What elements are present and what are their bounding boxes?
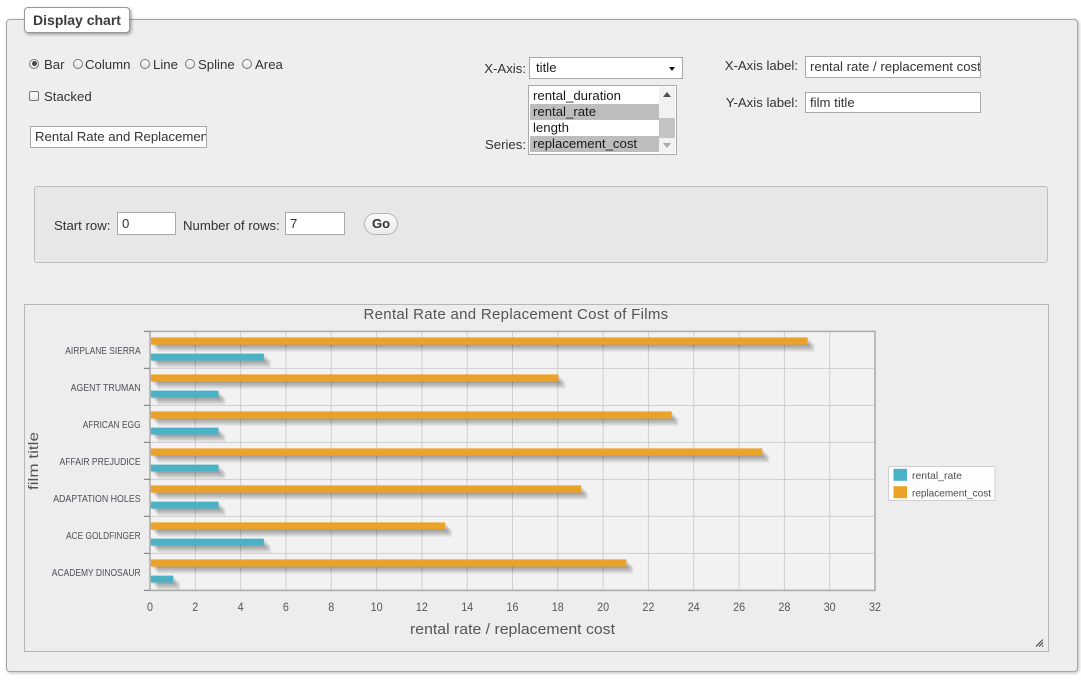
svg-text:AIRPLANE SIERRA: AIRPLANE SIERRA (65, 346, 141, 357)
svg-text:4: 4 (238, 602, 245, 614)
svg-text:6: 6 (283, 602, 289, 614)
svg-text:26: 26 (733, 602, 745, 614)
svg-text:18: 18 (552, 602, 564, 614)
svg-text:AFFAIR PREJUDICE: AFFAIR PREJUDICE (60, 457, 141, 468)
svg-text:ACADEMY DINOSAUR: ACADEMY DINOSAUR (52, 568, 141, 579)
svg-text:rental_rate: rental_rate (912, 471, 962, 482)
svg-text:14: 14 (461, 602, 474, 614)
svg-text:16: 16 (507, 602, 519, 614)
svg-text:28: 28 (778, 602, 790, 614)
svg-text:ACE GOLDFINGER: ACE GOLDFINGER (66, 531, 141, 542)
svg-text:10: 10 (371, 602, 383, 614)
svg-text:AGENT TRUMAN: AGENT TRUMAN (71, 383, 141, 394)
svg-text:rental rate / replacement cost: rental rate / replacement cost (410, 622, 615, 638)
svg-text:24: 24 (688, 602, 701, 614)
svg-text:AFRICAN EGG: AFRICAN EGG (83, 420, 141, 431)
svg-text:Rental Rate and Replacement Co: Rental Rate and Replacement Cost of Film… (364, 306, 669, 323)
svg-text:ADAPTATION HOLES: ADAPTATION HOLES (53, 494, 141, 505)
svg-text:2: 2 (192, 602, 198, 614)
svg-text:30: 30 (824, 602, 836, 614)
svg-text:32: 32 (869, 602, 881, 614)
svg-text:12: 12 (416, 602, 428, 614)
svg-text:film title: film title (26, 432, 41, 490)
svg-text:replacement_cost: replacement_cost (912, 488, 991, 499)
svg-text:22: 22 (642, 602, 654, 614)
svg-text:0: 0 (147, 602, 153, 614)
svg-text:20: 20 (597, 602, 609, 614)
svg-text:8: 8 (328, 602, 334, 614)
